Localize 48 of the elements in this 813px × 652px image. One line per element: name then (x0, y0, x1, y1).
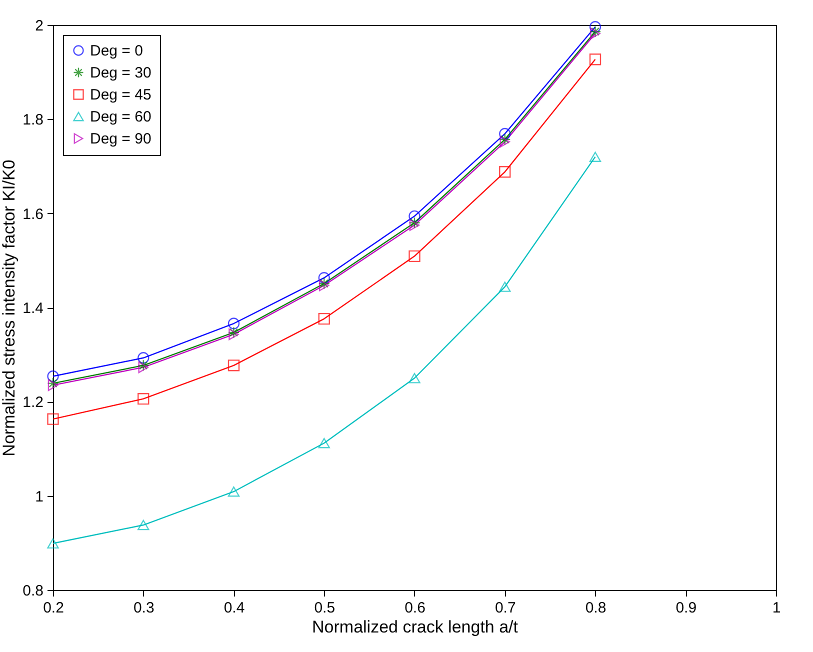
y-tick-label: 1 (35, 488, 44, 506)
x-tick-label: 0.5 (314, 600, 336, 616)
point (589, 54, 602, 66)
legend-label: Deg = 45 (90, 86, 152, 104)
x-tick-label: 0.3 (133, 600, 154, 616)
y-tick-label: 2 (35, 18, 44, 34)
point (228, 318, 240, 330)
y-axis-title: Normalized stress intensity factor KI/K0 (0, 160, 19, 456)
point (47, 538, 59, 549)
x-tick-label: 0.6 (404, 600, 426, 616)
legend-label: Deg = 90 (90, 130, 152, 148)
point (47, 370, 59, 382)
y-tick-label: 1.4 (22, 300, 44, 317)
point (408, 216, 420, 229)
x-tick-label: 0.9 (676, 600, 697, 616)
y-tick-label: 0.8 (22, 582, 44, 600)
x-tick-label: 0.8 (585, 600, 606, 616)
x-axis-title: Normalized crack length a/t (312, 618, 518, 636)
point (408, 210, 420, 222)
point (499, 166, 511, 178)
point (47, 413, 59, 425)
legend-label: Deg = 0 (90, 42, 143, 60)
point (318, 438, 330, 448)
point (138, 393, 150, 405)
point (589, 21, 602, 33)
point (138, 352, 150, 364)
point (138, 520, 150, 530)
point (589, 152, 602, 162)
legend-label: Deg = 60 (90, 108, 152, 126)
point (228, 486, 240, 497)
legend-label: Deg = 30 (90, 64, 152, 82)
point (408, 372, 420, 384)
y-tick-label: 1.6 (22, 206, 44, 223)
point (409, 219, 420, 231)
point (228, 360, 240, 372)
x-tick-label: 0.2 (43, 600, 64, 616)
point (408, 250, 420, 262)
point (318, 272, 330, 284)
point (318, 312, 330, 325)
point (499, 134, 511, 146)
x-tick-label: 0.4 (224, 600, 245, 616)
x-tick-label: 0.7 (494, 600, 516, 616)
point (499, 282, 511, 292)
y-tick-label: 1.8 (22, 112, 44, 129)
point (500, 136, 510, 148)
x-tick-label: 1 (772, 600, 781, 616)
y-tick-label: 1.2 (22, 394, 44, 412)
point (499, 128, 511, 140)
